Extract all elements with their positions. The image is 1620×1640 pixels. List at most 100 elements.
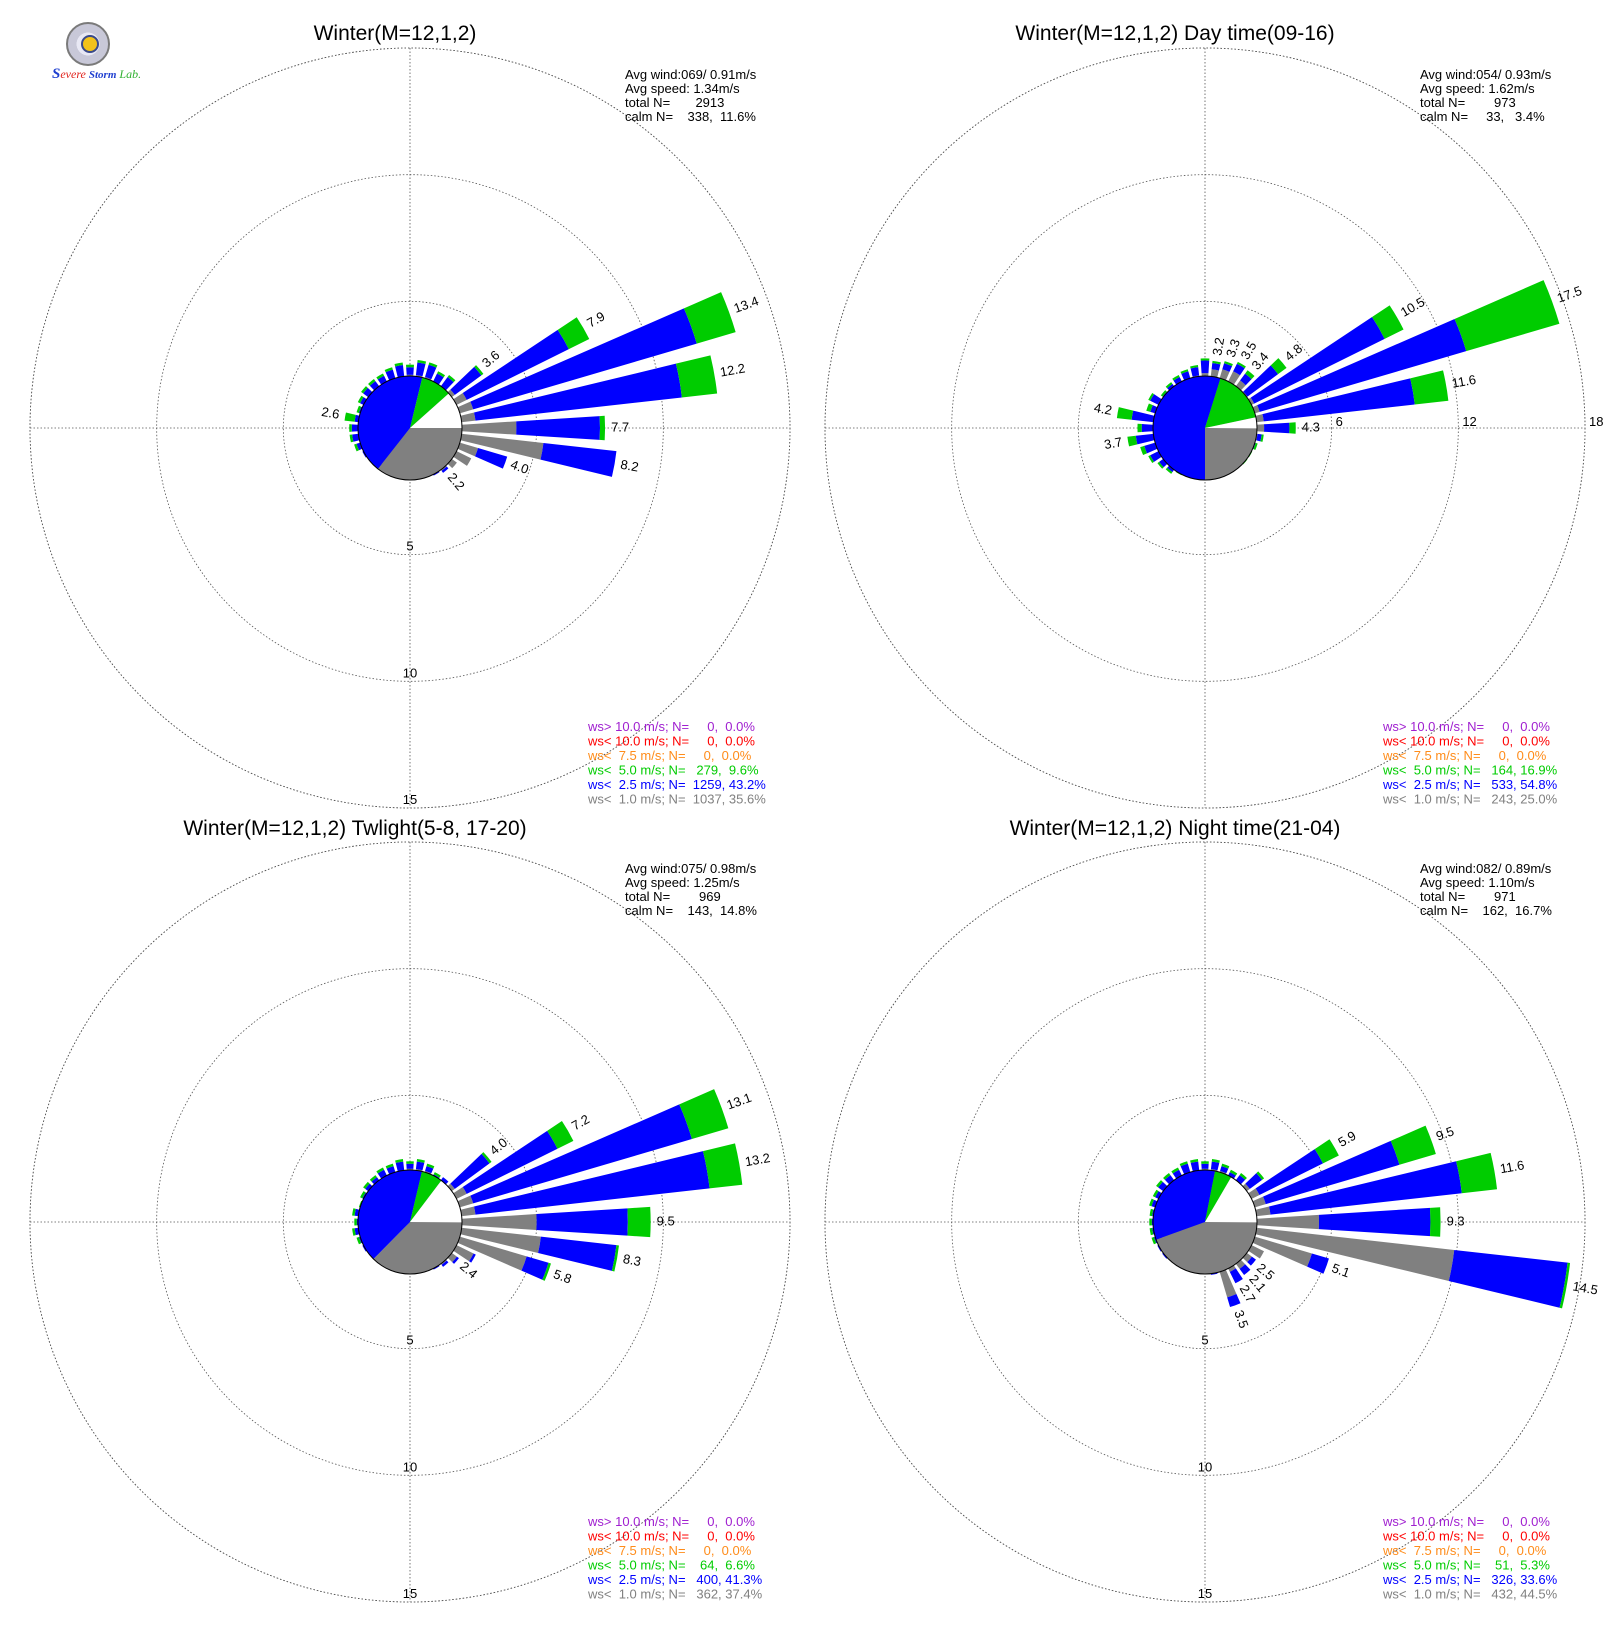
legend-entry: ws< 2.5 m/s; N= 400, 41.3% xyxy=(587,1572,763,1587)
severe-storm-lab-logo: Severe Storm Lab. xyxy=(52,22,147,84)
petal-label: 7.9 xyxy=(584,308,607,330)
petal-segment-lt5 xyxy=(1151,1237,1157,1245)
petal-segment-lt5 xyxy=(1146,403,1153,412)
petal-segment-lt5 xyxy=(416,1159,425,1163)
petal-segment-lt5 xyxy=(406,1161,414,1164)
petal-segment-lt2_5 xyxy=(450,1153,490,1189)
petal-label: 10.5 xyxy=(1398,294,1427,320)
petal-segment-lt5 xyxy=(1165,382,1173,389)
petal-segment-lt5 xyxy=(1149,1227,1154,1236)
petal-label: 12.2 xyxy=(719,360,747,379)
petal-segment-lt5 xyxy=(1221,1163,1230,1169)
ring-label: 5 xyxy=(1201,1333,1208,1348)
pie-outline xyxy=(1152,375,1258,481)
stats-line: Avg wind:054/ 0.93m/s xyxy=(1420,67,1552,82)
legend-entry: ws< 7.5 m/s; N= 0, 0.0% xyxy=(1382,748,1547,763)
legend-entry: ws< 1.0 m/s; N= 432, 44.5% xyxy=(1382,1587,1558,1602)
petal-segment-lt2_5 xyxy=(1256,433,1262,442)
petal-segment-lt5 xyxy=(1171,1167,1180,1174)
petal-label: 7.7 xyxy=(611,419,629,434)
petal-segment-lt5 xyxy=(679,1089,729,1140)
petal-segment-lt5 xyxy=(1314,1139,1339,1164)
ring-label: 10 xyxy=(1198,1459,1212,1474)
petal-segment-lt1 xyxy=(1205,1222,1455,1281)
legend-entry: ws> 10.0 m/s; N= 0, 0.0% xyxy=(1382,1514,1550,1529)
pie-slice-ws25 xyxy=(358,376,423,469)
logo-word-storm: Storm xyxy=(88,69,117,81)
petal-segment-lt5 xyxy=(1253,442,1258,450)
petal-segment-lt5 xyxy=(352,1228,356,1236)
petal-segment-lt5 xyxy=(599,415,606,441)
stats-line: Avg speed: 1.62m/s xyxy=(1420,81,1535,96)
petal-label: 2.2 xyxy=(445,470,468,493)
petal-segment-lt5 xyxy=(360,1191,366,1199)
legend-entry: ws< 10.0 m/s; N= 0, 0.0% xyxy=(1382,1529,1550,1544)
petal-segment-lt5 xyxy=(627,1206,651,1238)
petal-segment-lt2_5 xyxy=(1257,318,1467,412)
stats-line: Avg wind:082/ 0.89m/s xyxy=(1420,861,1552,876)
petal-label: 17.5 xyxy=(1555,283,1584,306)
pie-slice-ws50 xyxy=(1205,1170,1232,1222)
petal-label: 5.8 xyxy=(552,1266,574,1286)
petal-segment-lt5 xyxy=(1245,370,1255,380)
pie-slice-calm xyxy=(1205,417,1258,429)
petal-segment-lt2_5 xyxy=(1220,1166,1229,1174)
petal-label: 11.6 xyxy=(1451,372,1478,391)
stats-line: Avg speed: 1.25m/s xyxy=(625,875,740,890)
stats-line: total N= 2913 xyxy=(625,95,724,110)
petal-segment-lt5 xyxy=(1372,305,1404,339)
petal-segment-lt5 xyxy=(395,1159,404,1163)
legend-entry: ws< 5.0 m/s; N= 279, 9.6% xyxy=(587,763,759,778)
petal-segment-lt5 xyxy=(1256,1171,1265,1180)
petal-label: 3.7 xyxy=(1103,434,1123,452)
petal-segment-lt5 xyxy=(437,371,446,378)
petal-segment-lt5 xyxy=(349,434,354,443)
petal-segment-lt2_5 xyxy=(1247,1256,1256,1266)
ring-label: 15 xyxy=(403,1586,417,1601)
petal-segment-lt2_5 xyxy=(1263,1140,1400,1205)
petal-segment-lt5 xyxy=(354,443,359,452)
petal-segment-lt2_5 xyxy=(1262,378,1415,422)
petal-segment-lt2_5 xyxy=(1269,1161,1462,1215)
petal-label: 3.6 xyxy=(479,347,502,370)
ring-label: 15 xyxy=(403,792,417,807)
petal-segment-lt5 xyxy=(1260,434,1264,442)
ring-label: 5 xyxy=(406,1333,413,1348)
stats-line: Avg wind:069/ 0.91m/s xyxy=(625,67,757,82)
petal-label: 5.1 xyxy=(1330,1260,1352,1280)
legend-entry: ws> 10.0 m/s; N= 0, 0.0% xyxy=(1382,719,1550,734)
stats-line: Avg speed: 1.34m/s xyxy=(625,81,740,96)
pie-slice-ws10 xyxy=(1156,1222,1257,1275)
petal-segment-lt5 xyxy=(426,1163,435,1169)
windrose-panel-1: 5 10 15 3.6 7.9 13.4 12.2 7.7 8.2 4.0 2.2 2.6 Winter… xyxy=(29,22,791,809)
pie-slice-ws50 xyxy=(410,1171,442,1222)
petal-segment-lt5 xyxy=(384,367,393,373)
petal-segment-lt5 xyxy=(1157,461,1164,469)
petal-segment-lt2_5 xyxy=(1240,373,1252,386)
petal-segment-lt5 xyxy=(1454,280,1560,352)
petal-segment-lt5 xyxy=(1156,1180,1163,1188)
petal-segment-lt5 xyxy=(1236,361,1246,369)
petal-segment-lt5 xyxy=(557,317,590,350)
logo-word-severe: evere xyxy=(60,67,86,81)
chart-title: Winter(M=12,1,2) Night time(21-04) xyxy=(1010,817,1341,840)
petal-segment-lt5 xyxy=(1116,407,1134,420)
petal-segment-lt5 xyxy=(1148,455,1155,464)
petal-segment-lt5 xyxy=(1149,1218,1152,1226)
petal-segment-lt2_5 xyxy=(1239,1264,1251,1276)
stats-line: total N= 973 xyxy=(1420,95,1516,110)
petal-segment-lt2_5 xyxy=(415,362,426,377)
petal-label: 3.2 xyxy=(1209,336,1227,356)
petal-segment-lt2_5 xyxy=(470,308,697,410)
petal-segment-lt2_5 xyxy=(1307,1253,1329,1274)
petal-segment-lt5 xyxy=(356,405,362,413)
petal-segment-lt5 xyxy=(1239,1173,1247,1180)
petal-segment-lt2_5 xyxy=(1245,1173,1263,1189)
petal-segment-lt2_5 xyxy=(1210,1161,1220,1171)
petal-segment-lt2_5 xyxy=(1243,365,1279,397)
university-seal-icon xyxy=(66,22,110,66)
petal-segment-lt2_5 xyxy=(441,466,449,473)
petal-segment-lt2_5 xyxy=(1263,422,1290,434)
